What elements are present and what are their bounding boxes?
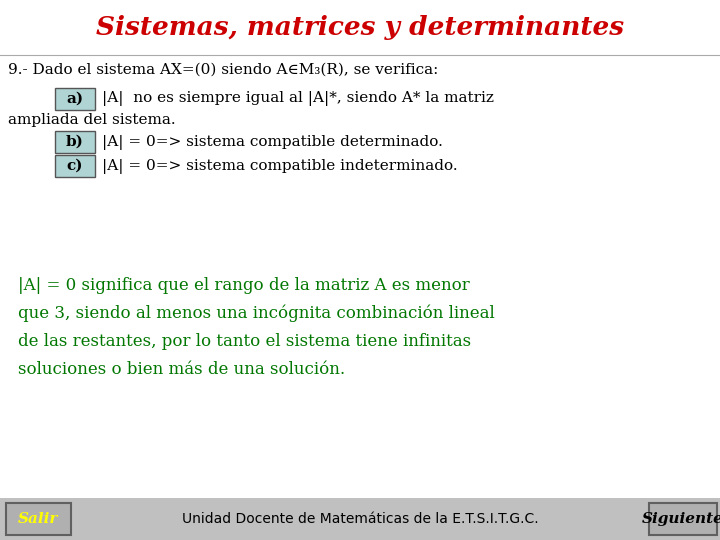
Text: Siguiente: Siguiente — [642, 512, 720, 526]
Text: b): b) — [66, 135, 84, 149]
Text: |A| = 0=> sistema compatible determinado.: |A| = 0=> sistema compatible determinado… — [102, 134, 443, 150]
FancyBboxPatch shape — [0, 498, 720, 540]
Text: 9.- Dado el sistema AX=(0) siendo A∈M₃(R), se verifica:: 9.- Dado el sistema AX=(0) siendo A∈M₃(R… — [8, 63, 438, 77]
Text: que 3, siendo al menos una incógnita combinación lineal: que 3, siendo al menos una incógnita com… — [18, 304, 495, 322]
Text: |A| = 0 significa que el rango de la matriz A es menor: |A| = 0 significa que el rango de la mat… — [18, 276, 469, 294]
FancyBboxPatch shape — [55, 88, 95, 110]
FancyBboxPatch shape — [55, 131, 95, 153]
Text: |A| = 0=> sistema compatible indeterminado.: |A| = 0=> sistema compatible indetermina… — [102, 159, 458, 173]
Text: c): c) — [67, 159, 84, 173]
Text: Unidad Docente de Matemáticas de la E.T.S.I.T.G.C.: Unidad Docente de Matemáticas de la E.T.… — [181, 512, 539, 526]
Text: de las restantes, por lo tanto el sistema tiene infinitas: de las restantes, por lo tanto el sistem… — [18, 333, 471, 349]
FancyBboxPatch shape — [55, 155, 95, 177]
FancyBboxPatch shape — [649, 503, 717, 535]
Text: |A|  no es siempre igual al |A|*, siendo A* la matriz: |A| no es siempre igual al |A|*, siendo … — [102, 91, 494, 106]
Text: Sistemas, matrices y determinantes: Sistemas, matrices y determinantes — [96, 16, 624, 40]
Text: Salir: Salir — [18, 512, 58, 526]
Text: ampliada del sistema.: ampliada del sistema. — [8, 113, 176, 127]
Text: soluciones o bien más de una solución.: soluciones o bien más de una solución. — [18, 361, 345, 377]
Text: a): a) — [66, 92, 84, 106]
FancyBboxPatch shape — [6, 503, 71, 535]
